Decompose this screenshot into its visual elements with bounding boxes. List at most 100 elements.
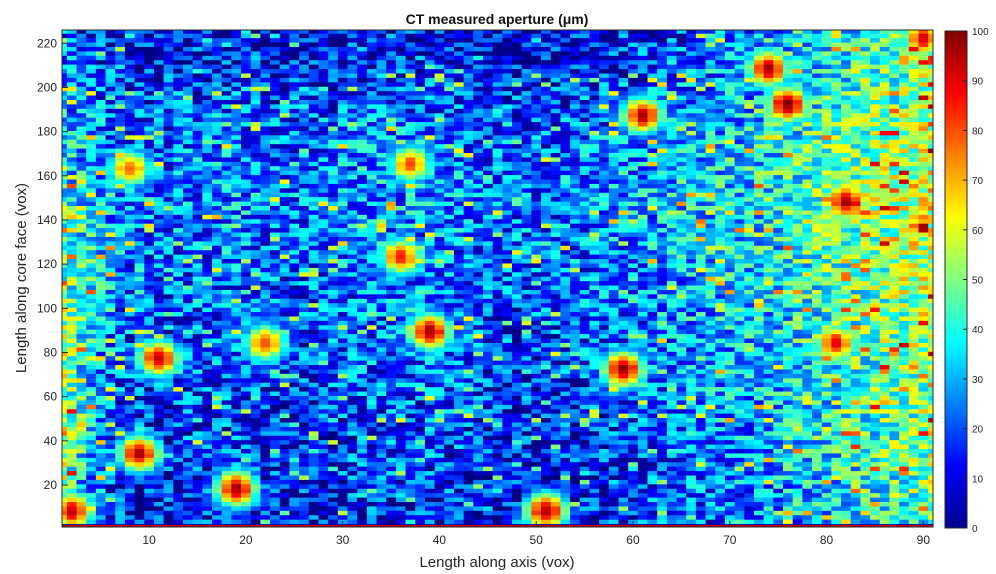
heatmap-cell <box>773 435 784 441</box>
heatmap-cell <box>424 316 435 321</box>
heatmap-cell <box>521 483 532 489</box>
heatmap-cell <box>260 483 271 489</box>
heatmap-cell <box>705 382 716 388</box>
heatmap-cell <box>357 483 368 489</box>
heatmap-cell <box>879 333 890 339</box>
heatmap-cell <box>328 475 339 480</box>
heatmap-cell <box>821 333 832 339</box>
heatmap-cell <box>850 448 861 454</box>
heatmap-cell <box>908 298 919 304</box>
heatmap-cell <box>473 373 484 379</box>
heatmap-cell <box>289 351 300 357</box>
heatmap-cell <box>541 364 552 370</box>
heatmap-cell <box>289 501 300 507</box>
heatmap-cell <box>686 386 697 392</box>
heatmap-cell <box>908 435 919 441</box>
heatmap-cell <box>512 369 523 374</box>
heatmap-cell <box>608 391 619 396</box>
heatmap-cell <box>66 435 77 441</box>
heatmap-cell <box>192 391 203 396</box>
heatmap-cell <box>299 324 310 330</box>
heatmap-cell <box>763 360 774 366</box>
heatmap-cell <box>463 382 474 388</box>
heatmap-cell <box>550 444 561 449</box>
heatmap-cell <box>657 377 668 383</box>
heatmap-cell <box>153 483 165 489</box>
heatmap-cell <box>260 386 271 392</box>
heatmap-cell <box>318 510 329 516</box>
heatmap-cell <box>792 461 803 467</box>
heatmap-cell <box>318 329 329 335</box>
heatmap-cell <box>299 338 310 343</box>
heatmap-cell <box>202 346 213 352</box>
heatmap-cell <box>589 320 600 326</box>
heatmap-cell <box>473 457 484 463</box>
heatmap-cell <box>531 311 542 317</box>
heatmap-cell <box>173 369 184 374</box>
heatmap-cell <box>628 316 639 321</box>
heatmap-cell <box>115 408 126 414</box>
heatmap-cell <box>928 492 934 498</box>
heatmap-cell <box>647 430 658 436</box>
heatmap-cell <box>773 311 784 317</box>
heatmap-cell <box>241 417 252 423</box>
heatmap-cell <box>870 448 881 454</box>
heatmap-cell <box>182 355 194 361</box>
heatmap-cell <box>289 422 300 427</box>
heatmap-cell <box>599 404 610 410</box>
heatmap-cell <box>802 307 813 313</box>
heatmap-cell <box>637 497 648 502</box>
heatmap-cell <box>928 399 934 405</box>
heatmap-cell <box>463 519 474 525</box>
heatmap-cell <box>589 342 600 348</box>
heatmap-cell <box>492 497 503 502</box>
heatmap-cell <box>270 479 281 485</box>
heatmap-cell <box>337 285 348 290</box>
heatmap-cell <box>753 444 765 449</box>
heatmap-cell <box>541 475 552 480</box>
heatmap-cell <box>541 457 552 463</box>
heatmap-cell <box>657 497 668 502</box>
heatmap-cell <box>115 391 126 396</box>
heatmap-cell <box>589 439 600 445</box>
heatmap-cell <box>850 298 861 304</box>
heatmap-cell <box>657 470 668 476</box>
heatmap-cell <box>337 333 348 339</box>
heatmap-cell <box>773 342 784 348</box>
heatmap-cell <box>812 391 823 396</box>
heatmap-cell <box>424 413 435 419</box>
heatmap-cell <box>463 377 474 383</box>
heatmap-cell <box>482 404 494 410</box>
heatmap-cell <box>841 311 852 317</box>
heatmap-cell <box>163 483 174 489</box>
heatmap-cell <box>279 488 290 494</box>
heatmap-cell <box>502 497 513 502</box>
heatmap-cell <box>763 369 774 374</box>
heatmap-cell <box>453 457 465 463</box>
heatmap-cell <box>95 444 106 449</box>
heatmap-cell <box>444 475 455 480</box>
heatmap-cell <box>782 329 794 335</box>
heatmap-cell <box>850 519 861 525</box>
heatmap-cell <box>289 430 300 436</box>
heatmap-cell <box>889 324 900 330</box>
heatmap-cell <box>521 320 532 326</box>
heatmap-cell <box>318 346 329 352</box>
heatmap-cell <box>686 444 697 449</box>
heatmap-cell <box>395 285 406 290</box>
heatmap-cell <box>241 479 252 485</box>
heatmap-cell <box>124 346 135 352</box>
heatmap-cell <box>328 514 339 520</box>
heatmap-cell <box>405 426 416 432</box>
heatmap-cell <box>502 435 513 441</box>
heatmap-cell <box>124 382 135 388</box>
heatmap-cell <box>899 364 910 370</box>
heatmap-cell <box>212 501 223 507</box>
heatmap-cell <box>347 426 358 432</box>
heatmap-cell <box>202 311 213 317</box>
heatmap-cell <box>705 501 716 507</box>
heatmap-cell <box>521 329 532 335</box>
heatmap-cell <box>424 395 435 401</box>
heatmap-cell <box>821 422 832 427</box>
heatmap-cell <box>492 453 503 458</box>
